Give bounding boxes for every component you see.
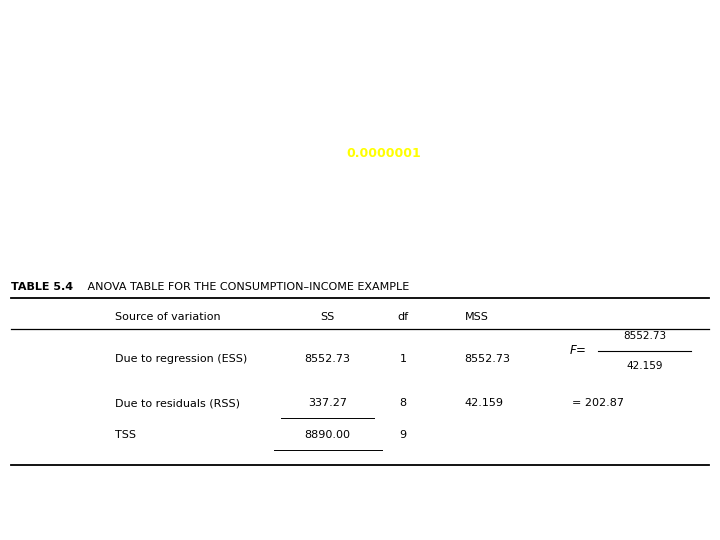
Text: 337.27: 337.27 — [308, 398, 347, 408]
Text: 2: 2 — [156, 225, 163, 235]
Text: , the computed: , the computed — [421, 147, 532, 160]
Text: TABLE 5.4: TABLE 5.4 — [11, 281, 73, 292]
Text: $\mathit{F}$=: $\mathit{F}$= — [569, 345, 586, 357]
Text: df: df — [397, 312, 409, 322]
Text: 8890.00: 8890.00 — [305, 430, 351, 440]
Text: = 0.: = 0. — [163, 218, 195, 232]
Text: Table 5.4. The computed: Table 5.4. The computed — [32, 112, 210, 125]
Text: of: of — [541, 147, 559, 160]
Text: F: F — [210, 112, 218, 125]
Text: •: • — [20, 77, 29, 90]
Text: 8552.73: 8552.73 — [305, 354, 351, 364]
Text: 202.87 is obviously significant at this level. Therefore, reject the null: 202.87 is obviously significant at this … — [32, 183, 519, 196]
Text: 1: 1 — [400, 354, 407, 364]
Text: 9: 9 — [400, 430, 407, 440]
Text: 8: 8 — [400, 398, 407, 408]
Text: value is seen to be 202.87. The: value is seen to be 202.87. The — [218, 112, 447, 125]
Text: value of this: value of this — [456, 112, 552, 125]
Text: SS: SS — [320, 312, 335, 322]
Text: p: p — [447, 112, 456, 125]
Text: To illustrate, the ANOVA table for consumption–income is as shown in: To illustrate, the ANOVA table for consu… — [32, 77, 520, 90]
Text: Due to regression (ESS): Due to regression (ESS) — [115, 354, 248, 364]
Text: statistic using electronic statistical tables is: statistic using electronic statistical t… — [32, 147, 346, 160]
Text: 42.159: 42.159 — [464, 398, 503, 408]
Text: 42.159: 42.159 — [626, 361, 662, 370]
Text: 0.0000001: 0.0000001 — [346, 147, 421, 160]
Text: F: F — [552, 112, 560, 125]
Text: 8552.73: 8552.73 — [623, 331, 666, 341]
Text: = 202.87: = 202.87 — [572, 398, 624, 408]
Text: F: F — [532, 147, 541, 160]
Text: ANOVA TABLE FOR THE CONSUMPTION–INCOME EXAMPLE: ANOVA TABLE FOR THE CONSUMPTION–INCOME E… — [77, 281, 409, 292]
Text: 8552.73: 8552.73 — [464, 354, 510, 364]
Text: MSS: MSS — [464, 312, 488, 322]
Text: hypothesis that β: hypothesis that β — [32, 218, 156, 232]
Text: TSS: TSS — [115, 430, 136, 440]
Text: Source of variation: Source of variation — [115, 312, 221, 322]
Text: Due to residuals (RSS): Due to residuals (RSS) — [115, 398, 240, 408]
